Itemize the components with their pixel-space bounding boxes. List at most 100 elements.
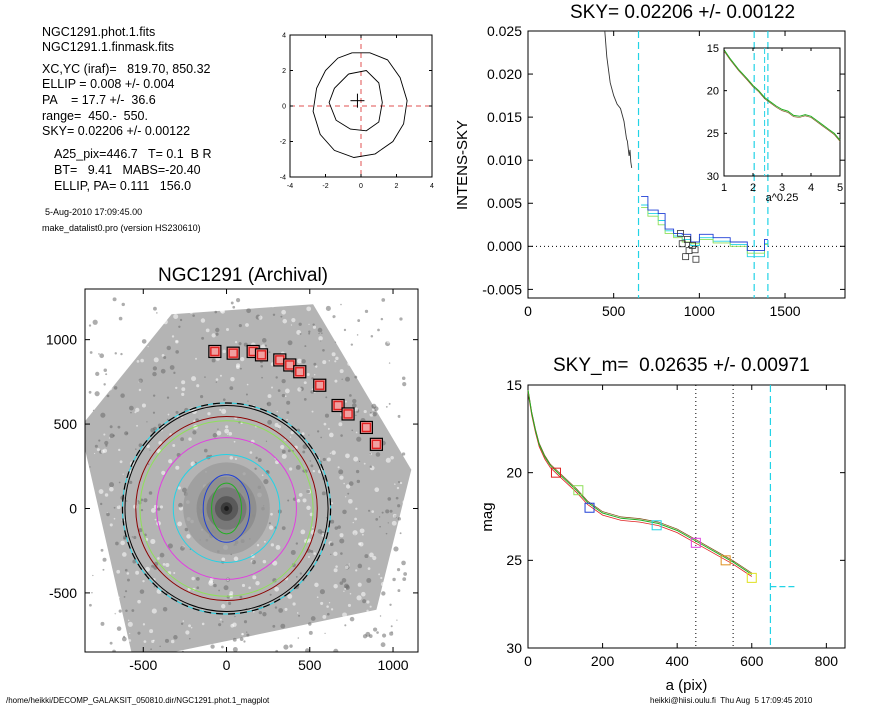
sky-box-inner [285, 360, 295, 370]
image-noise-speck [297, 637, 300, 639]
image-noise-speck [188, 624, 191, 628]
image-noise-speck [402, 577, 407, 582]
image-noise-speck [212, 433, 218, 438]
image-noise-speck [232, 637, 237, 642]
image-noise-speck [349, 592, 352, 595]
image-noise-speck [364, 309, 369, 314]
image-noise-speck [325, 305, 331, 311]
image-noise-speck [239, 595, 243, 599]
image-noise-speck [287, 340, 293, 346]
sky-square-point [683, 236, 691, 243]
center-x-tick-label: 4 [430, 183, 434, 190]
image-noise-speck [104, 440, 109, 446]
image-noise-speck [150, 538, 156, 545]
image-noise-speck [210, 644, 215, 649]
sky-box-outer [359, 420, 373, 435]
image-noise-speck [245, 323, 249, 327]
image-noise-speck [290, 549, 296, 555]
image-noise-speck [385, 457, 391, 463]
image-noise-speck [297, 387, 302, 392]
image-noise-speck [159, 505, 164, 509]
image-noise-speck [289, 436, 292, 438]
image-noise-speck [361, 591, 366, 597]
archival-image-plot: -500 0 500 1000 -500 0 500 1000 [46, 288, 419, 673]
sky-box-outer [254, 348, 269, 362]
image-noise-speck [304, 345, 307, 348]
image-noise-speck [403, 572, 408, 576]
image-x-tick-label: 0 [223, 657, 231, 673]
image-noise-speck [166, 418, 169, 421]
image-noise-speck [118, 609, 122, 613]
image-noise-speck [91, 591, 93, 594]
image-noise-speck [146, 444, 150, 448]
image-noise-speck [171, 335, 175, 338]
image-noise-speck [380, 576, 383, 580]
image-noise-speck [118, 596, 121, 599]
image-noise-speck [322, 348, 325, 352]
sky-y-tick-label: 0.010 [487, 152, 522, 168]
image-noise-speck [399, 481, 403, 485]
image-noise-speck [182, 487, 187, 493]
image-noise-speck [102, 557, 107, 562]
inset-xlabel: a^0.25 [766, 192, 799, 204]
image-noise-speck [300, 529, 306, 535]
inset-x-tick-label: 2 [750, 182, 756, 194]
image-noise-speck [351, 642, 356, 648]
mag-x-tick-label: 800 [815, 653, 839, 669]
image-noise-speck [401, 560, 406, 566]
image-noise-speck [298, 614, 300, 617]
image-noise-speck [278, 637, 283, 643]
center-y-tick-label: -4 [280, 174, 286, 181]
image-noise-speck [313, 362, 317, 366]
image-noise-speck [218, 589, 221, 592]
image-noise-speck [230, 376, 235, 382]
image-noise-speck [312, 325, 317, 329]
image-noise-speck [134, 328, 138, 332]
image-noise-speck [135, 407, 140, 412]
image-noise-speck [275, 376, 278, 379]
image-noise-speck [258, 610, 262, 615]
image-noise-speck [337, 525, 341, 529]
image-noise-speck [246, 639, 249, 642]
image-noise-speck [345, 484, 351, 489]
image-noise-speck [329, 452, 332, 454]
mag-square-marker [746, 572, 757, 583]
image-noise-speck [143, 498, 148, 503]
center-y-tick-label: -2 [280, 139, 286, 146]
image-noise-speck [218, 623, 222, 627]
image-noise-speck [173, 635, 178, 640]
sky-box-outer [226, 346, 240, 360]
image-noise-speck [234, 615, 236, 618]
image-noise-speck [360, 326, 365, 330]
image-noise-speck [317, 529, 323, 534]
image-noise-speck [161, 470, 166, 475]
image-noise-speck [211, 358, 216, 363]
mag-xlabel: a (pix) [666, 677, 708, 694]
image-noise-speck [89, 466, 91, 468]
image-noise-speck [159, 552, 165, 558]
image-noise-speck [295, 542, 299, 545]
image-noise-speck [339, 533, 344, 538]
image-noise-speck [324, 632, 326, 634]
image-noise-speck [308, 555, 310, 558]
image-noise-speck [303, 580, 305, 582]
sky-box-outer [331, 398, 345, 413]
image-noise-speck [135, 570, 140, 575]
image-noise-speck [380, 642, 386, 648]
image-noise-speck [207, 412, 211, 416]
image-noise-speck [361, 382, 364, 385]
image-noise-speck [310, 549, 314, 553]
image-noise-speck [216, 430, 222, 436]
image-noise-speck [239, 367, 242, 370]
image-noise-speck [190, 626, 193, 629]
sky-box-outer [293, 365, 307, 379]
center-x-tick-label: 2 [395, 183, 399, 190]
image-noise-speck [306, 489, 310, 494]
center-plot: -4 -2 0 2 4 -4 -2 0 2 4 [280, 32, 434, 190]
image-noise-speck [281, 453, 287, 459]
image-noise-speck [170, 639, 175, 644]
image-noise-speck [191, 576, 195, 581]
sky-square-point [682, 253, 690, 261]
image-noise-speck [201, 622, 205, 626]
image-noise-speck [397, 504, 401, 508]
